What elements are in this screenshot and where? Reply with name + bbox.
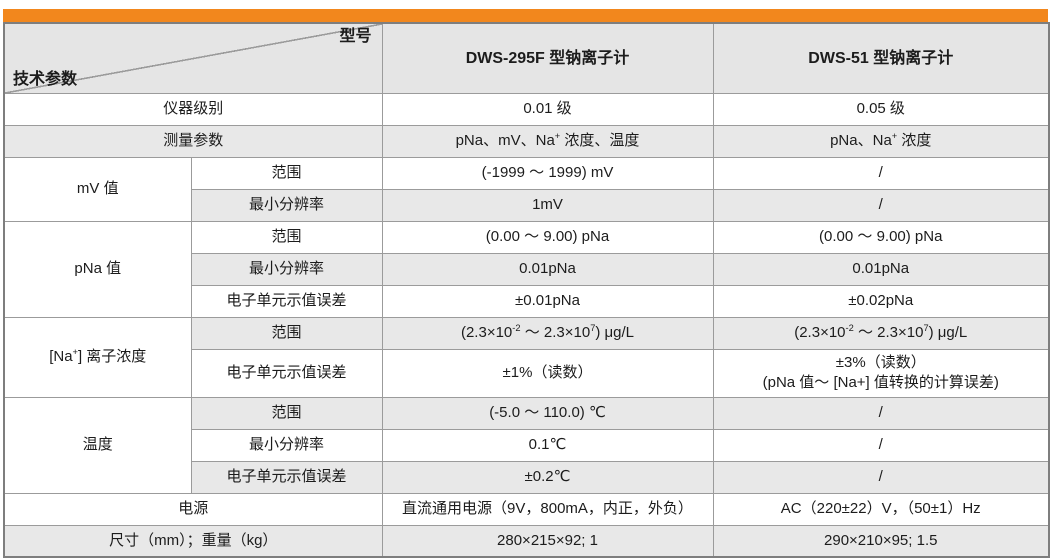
cell-na-err-dws51: ±3%（读数） (pNa 值～ [Na+] 值转换的计算误差) (712, 348, 1050, 398)
cell-params-dws295f: pNa、mV、Na+ 浓度、温度 (381, 124, 714, 158)
row-power-supply: 电源 直流通用电源（9V，800mA，内正，外负） AC（220±22）V，（5… (3, 492, 1050, 526)
row-measured-params: 测量参数 pNa、mV、Na+ 浓度、温度 pNa、Na+ 浓度 (3, 124, 1050, 158)
row-pna-resolution: 最小分辨率 0.01pNa 0.01pNa (4, 252, 1050, 286)
row-mv-range: mV 值 范围 (-1999 ～ 1999) mV / (3, 156, 1050, 222)
cell-pna-err-dws51: ±0.02pNa (712, 284, 1050, 318)
cell-mv-range-dws295f: (-1999 ～ 1999) mV (381, 156, 714, 190)
sublabel-temp-range: 范围 (190, 396, 383, 430)
header-row: 型号 技术参数 DWS-295F 型钠离子计 DWS-51 型钠离子计 (3, 22, 1050, 94)
cell-temp-res-dws51: / (712, 428, 1050, 462)
sublabel-mv-range: 范围 (190, 156, 383, 190)
cell-grade-dws51: 0.05 级 (712, 92, 1050, 126)
row-temp-resolution: 最小分辨率 0.1℃ / (4, 428, 1050, 462)
cell-power-dws51: AC（220±22）V，（50±1）Hz (712, 492, 1050, 526)
accent-top-bar (3, 9, 1048, 22)
cell-pna-res-dws295f: 0.01pNa (381, 252, 714, 286)
cell-temp-err-dws295f: ±0.2℃ (381, 460, 714, 494)
sublabel-mv-resolution: 最小分辨率 (190, 188, 383, 222)
row-size-weight: 尺寸（mm）；重量（kg） 280×215×92; 1 290×210×95; … (3, 524, 1050, 558)
group-label-temperature: 温度 (3, 396, 192, 494)
cell-temp-range-dws295f: (-5.0 ～ 110.0) ℃ (381, 396, 714, 430)
spec-table: 型号 技术参数 DWS-295F 型钠离子计 DWS-51 型钠离子计 仪器级别… (3, 22, 1050, 558)
group-label-mv: mV 值 (3, 156, 192, 222)
cell-mv-res-dws51: / (712, 188, 1050, 222)
group-label-na-concentration: [Na+] 离子浓度 (3, 316, 192, 398)
label-power-supply: 电源 (3, 492, 383, 526)
cell-grade-dws295f: 0.01 级 (381, 92, 714, 126)
column-header-dws295f: DWS-295F 型钠离子计 (381, 22, 714, 94)
corner-label-tech-params: 技术参数 (13, 71, 78, 89)
cell-temp-range-dws51: / (712, 396, 1050, 430)
sublabel-temp-resolution: 最小分辨率 (190, 428, 383, 462)
cell-pna-range-dws295f: (0.00 ～ 9.00) pNa (381, 220, 714, 254)
row-temp-range: 温度 范围 (-5.0 ～ 110.0) ℃ / (3, 396, 1050, 494)
cell-params-dws51: pNa、Na+ 浓度 (712, 124, 1050, 158)
cell-power-dws295f: 直流通用电源（9V，800mA，内正，外负） (381, 492, 714, 526)
cell-mv-range-dws51: / (712, 156, 1050, 190)
sublabel-pna-range: 范围 (190, 220, 383, 254)
cell-pna-err-dws295f: ±0.01pNa (381, 284, 714, 318)
label-instrument-grade: 仪器级别 (3, 92, 383, 126)
sublabel-na-error: 电子单元示值误差 (190, 348, 383, 398)
row-na-range: [Na+] 离子浓度 范围 (2.3×10-2 ～ 2.3×107) μg/L … (3, 316, 1050, 398)
row-mv-resolution: 最小分辨率 1mV / (4, 188, 1050, 222)
corner-diagonal-cell: 型号 技术参数 (3, 22, 383, 94)
cell-temp-err-dws51: / (712, 460, 1050, 494)
group-label-pna: pNa 值 (3, 220, 192, 318)
cell-na-range-dws295f: (2.3×10-2 ～ 2.3×107) μg/L (381, 316, 714, 350)
label-size-weight: 尺寸（mm）；重量（kg） (3, 524, 383, 558)
sublabel-pna-error: 电子单元示值误差 (190, 284, 383, 318)
cell-temp-res-dws295f: 0.1℃ (381, 428, 714, 462)
cell-size-dws51: 290×210×95; 1.5 (712, 524, 1050, 558)
row-temp-error: 电子单元示值误差 ±0.2℃ / (4, 460, 1050, 494)
label-measured-params: 测量参数 (3, 124, 383, 158)
sublabel-na-range: 范围 (190, 316, 383, 350)
cell-mv-res-dws295f: 1mV (381, 188, 714, 222)
sublabel-pna-resolution: 最小分辨率 (190, 252, 383, 286)
cell-na-range-dws51: (2.3×10-2 ～ 2.3×107) μg/L (712, 316, 1050, 350)
column-header-dws51: DWS-51 型钠离子计 (712, 22, 1050, 94)
cell-pna-range-dws51: (0.00 ～ 9.00) pNa (712, 220, 1050, 254)
corner-label-model: 型号 (339, 28, 372, 45)
row-pna-range: pNa 值 范围 (0.00 ～ 9.00) pNa (0.00 ～ 9.00)… (3, 220, 1050, 318)
cell-na-err-dws295f: ±1%（读数） (381, 348, 714, 398)
sublabel-temp-error: 电子单元示值误差 (190, 460, 383, 494)
cell-pna-res-dws51: 0.01pNa (712, 252, 1050, 286)
cell-size-dws295f: 280×215×92; 1 (381, 524, 714, 558)
row-instrument-grade: 仪器级别 0.01 级 0.05 级 (3, 92, 1050, 126)
